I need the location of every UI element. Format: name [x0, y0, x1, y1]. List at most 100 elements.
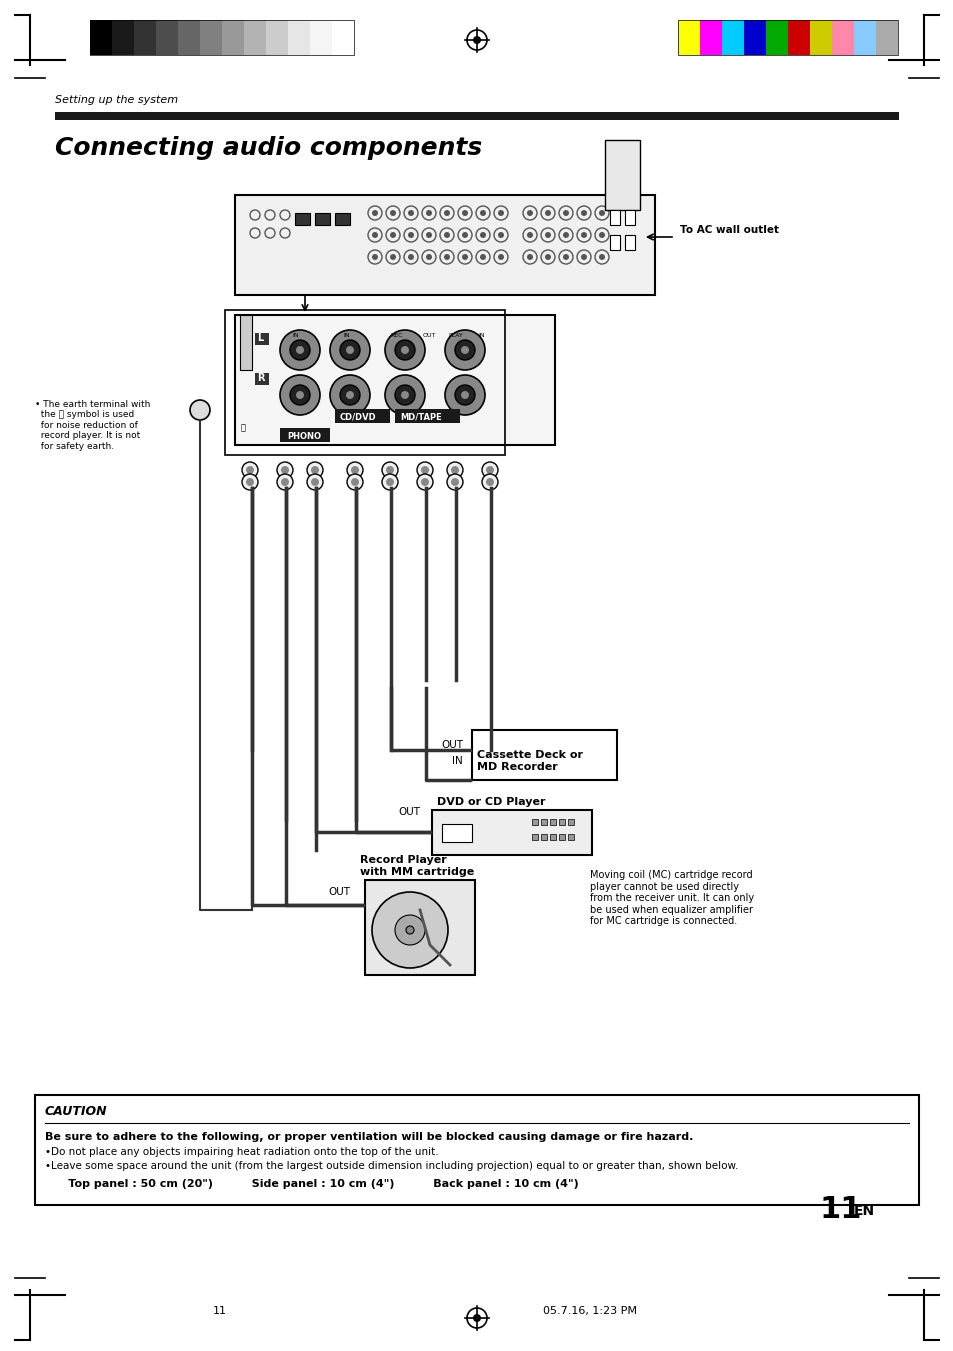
Bar: [540, 819, 546, 825]
Circle shape: [497, 232, 503, 238]
Bar: [112, 20, 133, 55]
Circle shape: [408, 254, 414, 259]
Bar: [624, 209, 635, 226]
Bar: [604, 141, 639, 209]
Bar: [441, 824, 472, 842]
Text: Setting up the system: Setting up the system: [55, 95, 178, 105]
Circle shape: [290, 385, 310, 405]
Bar: [200, 20, 222, 55]
Text: OUT: OUT: [397, 807, 419, 817]
Circle shape: [372, 254, 377, 259]
Circle shape: [562, 209, 568, 216]
Bar: [178, 20, 200, 55]
Circle shape: [276, 462, 293, 478]
Text: MD/TAPE: MD/TAPE: [399, 412, 441, 422]
Bar: [532, 834, 537, 840]
Bar: [222, 20, 244, 55]
Text: Top panel : 50 cm (20")          Side panel : 10 cm (4")          Back panel : 1: Top panel : 50 cm (20") Side panel : 10 …: [45, 1179, 578, 1189]
Circle shape: [347, 462, 363, 478]
Circle shape: [420, 478, 429, 486]
Bar: [90, 20, 354, 55]
Circle shape: [346, 346, 354, 354]
Circle shape: [295, 346, 304, 354]
Bar: [831, 20, 853, 55]
Bar: [550, 834, 556, 840]
Bar: [395, 409, 459, 423]
Bar: [853, 20, 875, 55]
Bar: [787, 20, 809, 55]
Circle shape: [455, 385, 475, 405]
Text: REC: REC: [390, 332, 402, 338]
Circle shape: [544, 254, 551, 259]
Text: •Leave some space around the unit (from the largest outside dimension including : •Leave some space around the unit (from …: [45, 1161, 738, 1171]
Text: • The earth terminal with
  the ⏚ symbol is used
  for noise reduction of
  reco: • The earth terminal with the ⏚ symbol i…: [35, 400, 151, 451]
Circle shape: [330, 376, 370, 415]
Text: PHONO: PHONO: [287, 432, 320, 440]
Circle shape: [451, 478, 458, 486]
Bar: [365, 880, 475, 975]
Bar: [294, 213, 310, 226]
Circle shape: [311, 478, 318, 486]
Circle shape: [390, 209, 395, 216]
Text: R: R: [256, 373, 264, 382]
Circle shape: [372, 232, 377, 238]
Text: Connecting audio components: Connecting audio components: [55, 136, 482, 159]
Circle shape: [481, 462, 497, 478]
Circle shape: [426, 254, 432, 259]
Circle shape: [276, 474, 293, 490]
Circle shape: [461, 254, 468, 259]
Circle shape: [280, 376, 319, 415]
Bar: [567, 819, 574, 825]
Circle shape: [544, 209, 551, 216]
Bar: [567, 834, 574, 840]
Circle shape: [473, 36, 480, 45]
Text: To AC wall outlet: To AC wall outlet: [679, 226, 779, 235]
Text: EN: EN: [853, 1204, 874, 1219]
Text: IN: IN: [452, 757, 462, 766]
Circle shape: [544, 232, 551, 238]
Circle shape: [381, 474, 397, 490]
Circle shape: [443, 232, 450, 238]
Text: OUT: OUT: [440, 740, 462, 750]
Circle shape: [385, 330, 424, 370]
Circle shape: [526, 254, 533, 259]
Circle shape: [526, 209, 533, 216]
Circle shape: [311, 466, 318, 474]
Circle shape: [479, 254, 485, 259]
Text: CAUTION: CAUTION: [45, 1105, 108, 1119]
Circle shape: [385, 376, 424, 415]
Bar: [225, 309, 504, 455]
Bar: [156, 20, 178, 55]
Bar: [624, 235, 635, 250]
Bar: [558, 819, 564, 825]
Bar: [609, 235, 619, 250]
Bar: [35, 1096, 918, 1205]
Circle shape: [580, 232, 586, 238]
Circle shape: [330, 330, 370, 370]
Bar: [700, 20, 721, 55]
Bar: [90, 20, 112, 55]
Bar: [609, 209, 619, 226]
Circle shape: [497, 209, 503, 216]
Circle shape: [246, 478, 253, 486]
Circle shape: [347, 474, 363, 490]
Circle shape: [443, 254, 450, 259]
Bar: [310, 20, 332, 55]
Bar: [288, 20, 310, 55]
Text: Cassette Deck or
MD Recorder: Cassette Deck or MD Recorder: [476, 750, 582, 771]
FancyBboxPatch shape: [472, 730, 617, 780]
Bar: [678, 20, 700, 55]
Circle shape: [443, 209, 450, 216]
Circle shape: [280, 330, 319, 370]
Bar: [432, 811, 592, 855]
Text: OUT: OUT: [328, 888, 350, 897]
Bar: [532, 819, 537, 825]
Circle shape: [598, 209, 604, 216]
Text: IN: IN: [343, 332, 349, 338]
Circle shape: [246, 466, 253, 474]
Circle shape: [386, 466, 394, 474]
Circle shape: [351, 478, 358, 486]
Text: L: L: [256, 332, 263, 343]
Circle shape: [406, 925, 414, 934]
Circle shape: [381, 462, 397, 478]
